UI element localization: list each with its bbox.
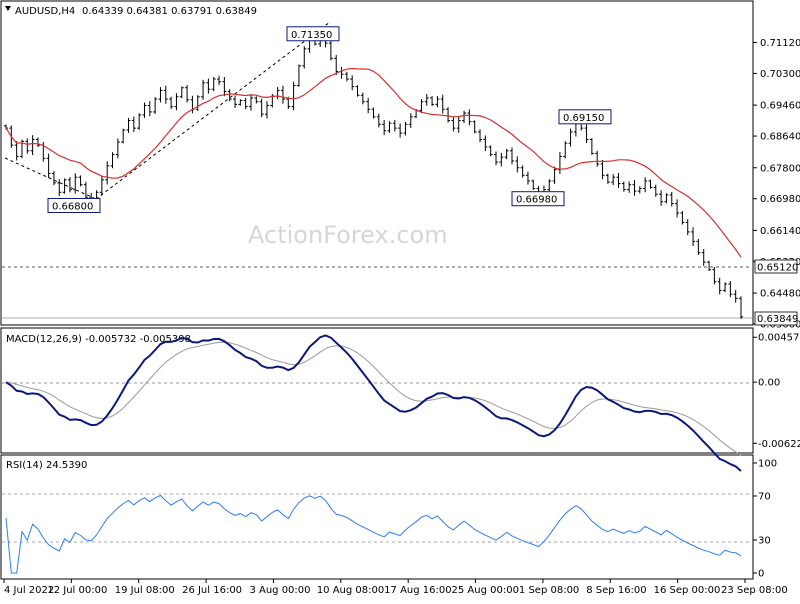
x-tick-label: 16 Sep 00:00 — [654, 585, 721, 596]
level-price-label: 0.65120 — [757, 263, 798, 274]
rsi-axis: 100 70 30 0 — [753, 459, 777, 580]
x-tick-label: 17 Aug 16:00 — [384, 585, 451, 596]
x-tick-label: 12 Jul 00:00 — [47, 585, 107, 596]
trend-line-down — [4, 157, 97, 200]
annotation-label: 0.69150 — [563, 113, 604, 124]
annotation-box — [511, 191, 565, 207]
macd-signal-line — [5, 341, 742, 457]
annotation-label: 0.71350 — [291, 30, 332, 41]
rsi-tick-label: 100 — [758, 459, 777, 470]
x-tick-label: 3 Aug 00:00 — [249, 585, 310, 596]
x-tick-label: 23 Sep 08:00 — [721, 585, 788, 596]
price-tick-label: 0.66980 — [760, 194, 800, 205]
macd-tick-label: 0.00 — [758, 378, 780, 389]
dropdown-triangle-icon[interactable] — [5, 6, 11, 11]
rsi-line — [5, 494, 742, 574]
price-tick-label: 0.69460 — [760, 101, 800, 112]
current-price-box: 0.63849 — [754, 311, 798, 326]
price-tick-label: 0.68640 — [760, 132, 800, 143]
price-tick-label: 0.66140 — [760, 226, 800, 237]
x-tick-label: 26 Jul 16:00 — [182, 585, 242, 596]
x-tick-label: 8 Sep 16:00 — [586, 585, 646, 596]
price-annotation: 0.71350 — [286, 26, 340, 42]
macd-header-label: MACD(12,26,9) -0.005732 -0.005398 — [6, 334, 191, 345]
rsi-tick-label: 70 — [758, 492, 771, 503]
watermark-text: ActionForex.com — [248, 221, 448, 249]
current-price-label: 0.63849 — [757, 314, 798, 325]
price-tick-label: 0.71120 — [760, 38, 800, 49]
annotation-label: 0.66800 — [52, 201, 93, 212]
annotation-box — [558, 109, 612, 125]
rsi-panel-frame — [0, 454, 754, 580]
price-annotation: 0.66980 — [511, 191, 565, 207]
macd-tick-label: -0.006223 — [758, 439, 800, 450]
moving-average-line — [5, 67, 742, 258]
macd-tick-label: 0.004575 — [758, 333, 800, 344]
annotation-box — [47, 197, 101, 213]
x-tick-label: 10 Aug 08:00 — [317, 585, 384, 596]
price-tick-label: 0.67800 — [760, 163, 800, 174]
trend-line-up — [95, 21, 331, 200]
symbol-label: AUDUSD,H4 — [15, 6, 75, 17]
rsi-tick-label: 30 — [758, 536, 771, 547]
price-tick-label: 0.70300 — [760, 69, 800, 80]
price-annotation: 0.66800 — [47, 197, 101, 213]
x-tick-label: 1 Sep 08:00 — [519, 585, 579, 596]
annotation-box — [286, 26, 340, 42]
rsi-header-label: RSI(14) 24.5390 — [6, 460, 87, 471]
macd-panel-frame — [0, 327, 754, 454]
price-panel-frame — [0, 0, 754, 326]
annotation-label: 0.66980 — [516, 195, 557, 206]
level-price-box: 0.65120 — [754, 259, 798, 274]
annotations-layer: 0.66800 0.71350 0.69150 0.66980 — [47, 26, 612, 213]
x-tick-label: 25 Aug 00:00 — [452, 585, 519, 596]
rsi-tick-label: 0 — [758, 569, 764, 580]
macd-axis: 0.004575 0.00 -0.006223 — [753, 333, 800, 450]
macd-line — [5, 334, 742, 472]
ohlc-label: 0.64339 0.64381 0.63791 0.63849 — [82, 6, 257, 17]
x-tick-label: 19 Jul 08:00 — [115, 585, 175, 596]
price-annotation: 0.69150 — [558, 109, 612, 125]
price-tick-label: 0.64480 — [760, 289, 800, 300]
x-tick-label: 4 Jul 2022 — [4, 585, 54, 596]
